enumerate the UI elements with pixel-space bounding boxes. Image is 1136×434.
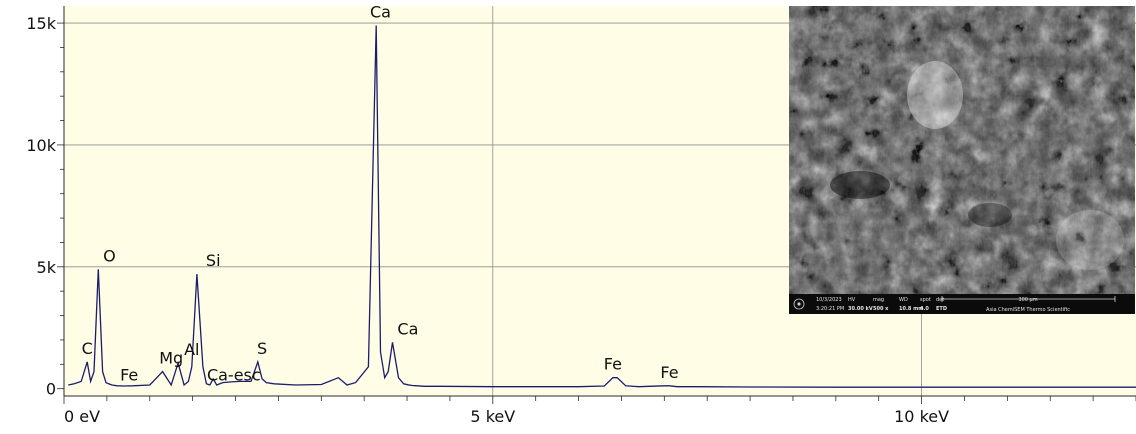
y-tick-label: 15k: [26, 14, 56, 33]
sem-footer: Asia ChemiSEM Thermo Scientific: [986, 307, 1070, 313]
x-tick-label: 5 keV: [470, 407, 515, 426]
sem-field-value: 4.0: [920, 306, 929, 312]
sem-field-label: HV: [848, 297, 856, 303]
peak-labels: C O Fe Mg Al Si Ca-esc S Ca Ca Fe Fe: [82, 3, 679, 385]
y-tick-labels: 0 5k 10k 15k: [26, 14, 56, 399]
sem-field-value: 10.8 mm: [899, 306, 924, 312]
sem-field-value: 500 x: [873, 306, 889, 312]
peak-label-si: Si: [206, 251, 221, 270]
x-tick-labels: 0 eV 5 keV 10 keV: [64, 407, 949, 426]
peak-label-o: O: [103, 246, 116, 265]
peak-label-fe: Fe: [120, 366, 138, 385]
sem-image-fibers: [789, 6, 1135, 294]
sem-field-label: spot: [920, 297, 931, 303]
peak-label-c: C: [82, 339, 93, 358]
peak-label-al: Al: [184, 340, 199, 359]
peak-label-ca: Ca: [397, 319, 418, 338]
spectrum-line: [68, 25, 1136, 388]
sem-bright-region: [1056, 210, 1124, 270]
thermo-logo-icon: [793, 298, 805, 310]
sem-dark-pore: [968, 203, 1012, 227]
y-tick-label: 10k: [26, 136, 56, 155]
sem-time: 3:20:21 PM: [816, 306, 844, 312]
y-tick-label: 0: [46, 380, 56, 399]
peak-label-mg: Mg: [159, 349, 183, 368]
sem-dark-pore: [830, 171, 890, 199]
peak-label-s: S: [257, 339, 267, 358]
sem-date: 10/3/2023: [816, 297, 842, 303]
peak-label-fe: Fe: [604, 355, 622, 374]
sem-field-label: det: [936, 297, 944, 303]
sem-field-label: WD: [899, 297, 908, 303]
x-tick-label: 10 keV: [894, 407, 949, 426]
peak-label-ca: Ca: [370, 3, 391, 22]
x-tick-label: 0 eV: [64, 407, 100, 426]
sem-scale-bar-label: 300 µm: [1018, 297, 1037, 303]
peak-label-ca-esc: Ca-esc: [207, 366, 261, 385]
y-tick-label: 5k: [37, 258, 57, 277]
axes: [57, 6, 1136, 404]
sem-field-label: mag: [873, 297, 884, 303]
sem-field-value: 30.00 kV: [848, 306, 873, 312]
sem-bright-region: [907, 61, 963, 129]
sem-field-value: ETD: [936, 306, 947, 312]
peak-label-fe: Fe: [660, 363, 678, 382]
